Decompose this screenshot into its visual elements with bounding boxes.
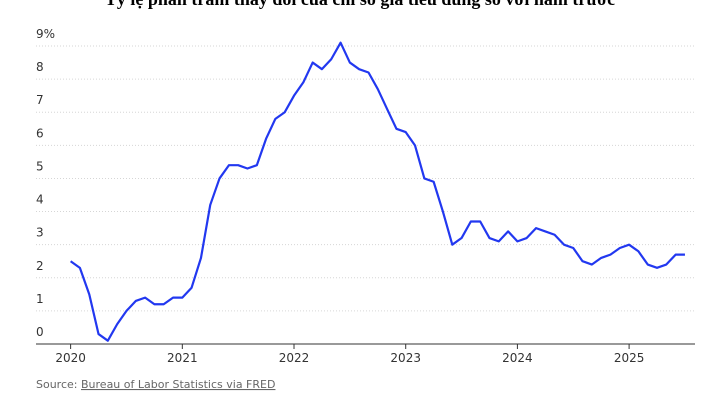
y-tick-label: 5 — [36, 159, 44, 173]
source-link[interactable]: Bureau of Labor Statistics via FRED — [81, 378, 275, 391]
y-tick-label: 7 — [36, 93, 44, 107]
y-tick-label: 2 — [36, 259, 44, 273]
y-tick-label: 1 — [36, 292, 44, 306]
y-tick-label: 4 — [36, 193, 44, 207]
chart-title: Tỷ lệ phần trăm thay đổi của chỉ số giá … — [105, 0, 615, 9]
y-tick-label: 6 — [36, 126, 44, 140]
x-tick-label: 2023 — [390, 351, 421, 365]
y-tick-label: 8 — [36, 60, 44, 74]
cpi-line — [69, 41, 685, 342]
x-tick-label: 2024 — [502, 351, 533, 365]
source: Source: Bureau of Labor Statistics via F… — [36, 378, 275, 391]
x-tick-label: 2025 — [614, 351, 645, 365]
x-tick-label: 2021 — [167, 351, 198, 365]
y-tick-label: 0 — [36, 325, 44, 339]
y-tick-label: 3 — [36, 226, 44, 240]
x-tick-label: 2020 — [55, 351, 86, 365]
y-tick-label: 9% — [36, 27, 55, 41]
source-prefix: Source: — [36, 378, 78, 391]
x-tick-label: 2022 — [279, 351, 310, 365]
